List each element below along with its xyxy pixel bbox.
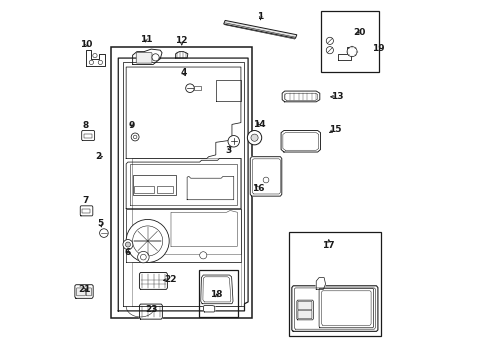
- Bar: [83, 134, 92, 138]
- Text: 6: 6: [124, 248, 131, 257]
- Bar: [194, 86, 201, 90]
- Polygon shape: [203, 306, 214, 312]
- Circle shape: [126, 220, 169, 262]
- Circle shape: [137, 251, 149, 263]
- FancyBboxPatch shape: [86, 288, 91, 296]
- Bar: [199, 270, 238, 317]
- Polygon shape: [139, 304, 162, 319]
- Text: 5: 5: [97, 219, 103, 228]
- Text: 23: 23: [145, 305, 157, 314]
- FancyBboxPatch shape: [77, 288, 85, 296]
- Polygon shape: [86, 50, 104, 66]
- Circle shape: [325, 46, 333, 54]
- Circle shape: [263, 177, 268, 183]
- Text: 2: 2: [95, 152, 102, 161]
- Circle shape: [325, 37, 333, 44]
- Polygon shape: [175, 51, 187, 58]
- Polygon shape: [81, 131, 94, 140]
- Circle shape: [346, 46, 356, 57]
- Circle shape: [199, 252, 206, 259]
- Polygon shape: [316, 278, 325, 289]
- Polygon shape: [223, 21, 296, 39]
- Text: 20: 20: [352, 28, 365, 37]
- Polygon shape: [132, 49, 162, 64]
- Bar: [321, 12, 379, 72]
- Text: 15: 15: [328, 125, 341, 134]
- Text: 14: 14: [252, 120, 264, 129]
- Text: 12: 12: [175, 36, 187, 45]
- Circle shape: [122, 239, 133, 249]
- Polygon shape: [282, 91, 319, 102]
- Polygon shape: [80, 206, 93, 216]
- Circle shape: [98, 60, 102, 64]
- FancyBboxPatch shape: [297, 301, 311, 310]
- Bar: [111, 47, 251, 318]
- FancyBboxPatch shape: [136, 53, 152, 63]
- Polygon shape: [75, 285, 93, 298]
- Bar: [134, 186, 154, 193]
- Text: 3: 3: [225, 146, 231, 155]
- Circle shape: [89, 60, 93, 64]
- Bar: [288, 232, 381, 336]
- Circle shape: [247, 131, 261, 145]
- Circle shape: [152, 54, 159, 61]
- Bar: [132, 175, 175, 195]
- Polygon shape: [201, 275, 233, 304]
- Text: 1: 1: [257, 12, 263, 21]
- Text: 10: 10: [81, 40, 93, 49]
- Bar: [156, 186, 172, 193]
- Bar: [82, 209, 90, 213]
- Text: 19: 19: [371, 44, 384, 53]
- Text: 16: 16: [251, 184, 264, 193]
- Text: 18: 18: [210, 290, 223, 299]
- Circle shape: [100, 229, 108, 237]
- Circle shape: [185, 84, 194, 93]
- Circle shape: [131, 133, 139, 141]
- Polygon shape: [338, 47, 351, 59]
- Circle shape: [132, 226, 163, 256]
- Text: 21: 21: [79, 285, 91, 294]
- Text: 9: 9: [128, 121, 135, 130]
- Circle shape: [125, 242, 130, 247]
- Polygon shape: [139, 273, 167, 289]
- Text: 17: 17: [322, 241, 334, 250]
- Circle shape: [140, 254, 146, 260]
- Polygon shape: [281, 131, 320, 152]
- Text: 8: 8: [82, 121, 89, 130]
- Circle shape: [250, 134, 258, 141]
- Polygon shape: [250, 157, 281, 196]
- Circle shape: [227, 135, 239, 147]
- Text: 4: 4: [180, 68, 186, 77]
- Circle shape: [93, 53, 97, 58]
- Text: 13: 13: [330, 92, 343, 101]
- Text: 22: 22: [164, 275, 177, 284]
- Polygon shape: [291, 286, 377, 331]
- Text: 11: 11: [140, 35, 152, 44]
- Circle shape: [133, 135, 137, 139]
- FancyBboxPatch shape: [297, 310, 311, 319]
- Text: 7: 7: [82, 196, 89, 205]
